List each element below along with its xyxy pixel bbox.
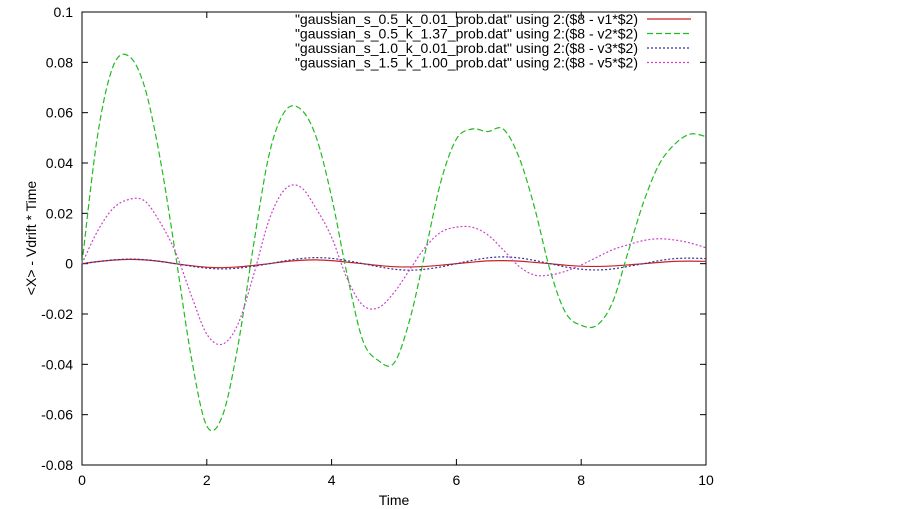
y-tick-label: -0.02 xyxy=(41,306,73,322)
legend-entry-label: "gaussian_s_1.5_k_1.00_prob.dat" using 2… xyxy=(295,55,638,71)
series-lines xyxy=(81,53,707,432)
y-axis-label: <X> - Vdrift * Time xyxy=(23,181,39,296)
y-tick-label: 0.1 xyxy=(54,4,74,20)
x-axis-label: Time xyxy=(379,492,410,508)
y-tick-label: -0.08 xyxy=(41,457,73,473)
legend-entry-label: "gaussian_s_0.5_k_1.37_prob.dat" using 2… xyxy=(295,26,638,42)
x-tick-label: 2 xyxy=(203,472,211,488)
y-tick-label: -0.04 xyxy=(41,356,73,372)
series-line-3 xyxy=(81,256,707,271)
x-tick-label: 4 xyxy=(328,472,336,488)
x-tick-label: 8 xyxy=(577,472,585,488)
y-tick-label: 0.06 xyxy=(46,105,73,121)
y-tick-label: -0.06 xyxy=(41,407,73,423)
series-line-1 xyxy=(81,258,707,269)
y-tick-labels: -0.08 -0.06 -0.04 -0.02 0 0.02 0.04 0.06 0.08 0.1 xyxy=(41,4,73,473)
series-line-2 xyxy=(81,53,707,432)
y-tick-label: 0.04 xyxy=(46,155,73,171)
y-tick-label: 0.02 xyxy=(46,205,73,221)
legend-entry-label: "gaussian_s_1.0_k_0.01_prob.dat" using 2… xyxy=(295,40,638,56)
y-tick-label: 0.08 xyxy=(46,54,73,70)
series-line-4 xyxy=(81,184,707,346)
x-tick-label: 0 xyxy=(78,472,86,488)
plot-frame xyxy=(81,11,707,466)
x-tick-labels: 0 2 4 6 8 10 xyxy=(78,472,714,488)
legend: "gaussian_s_0.5_k_0.01_prob.dat" using 2… xyxy=(295,11,691,71)
x-tick-label: 10 xyxy=(698,472,714,488)
legend-entry-label: "gaussian_s_0.5_k_0.01_prob.dat" using 2… xyxy=(295,11,638,27)
x-tick-label: 6 xyxy=(453,472,461,488)
y-tick-label: 0 xyxy=(65,256,73,272)
axis-ticks xyxy=(81,11,707,466)
